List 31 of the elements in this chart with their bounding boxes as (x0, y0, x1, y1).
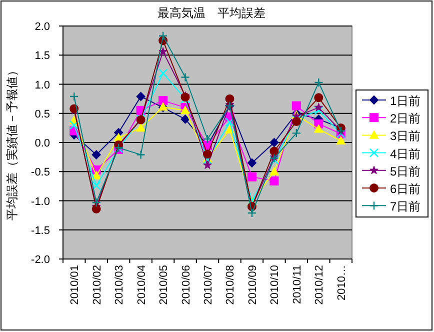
legend-label: 2日前 (390, 112, 421, 126)
x-tick-label: 2010/06 (180, 265, 192, 305)
x-tick-label: 2010/01 (69, 265, 82, 305)
x-tick-label: 2010… (336, 265, 348, 300)
y-tick-label: 1.5 (34, 50, 50, 62)
legend-label: 6日前 (390, 182, 421, 196)
x-tick-label: 2010/07 (202, 265, 214, 305)
x-tick-label: 2010/02 (91, 265, 104, 305)
legend-label: 7日前 (390, 200, 421, 214)
y-tick-label: 0.5 (34, 108, 50, 120)
y-tick-label: -0.5 (31, 166, 50, 179)
x-tick-label: 2010/11 (291, 265, 304, 304)
x-tick-label: 2010/05 (158, 265, 170, 305)
x-tick-label: 2010/03 (114, 265, 126, 305)
legend-label: 3日前 (390, 129, 421, 144)
y-tick-label: 0.0 (34, 138, 50, 150)
legend-label: 1日前 (390, 94, 421, 108)
y-tick-label: 2.0 (34, 21, 50, 33)
y-tick-label: -1.5 (31, 224, 50, 237)
x-tick-label: 2010/10 (269, 265, 282, 305)
legend-label: 4日前 (390, 146, 421, 161)
chart-title: 最高気温 平均誤差 (158, 6, 266, 20)
x-tick-label: 2010/04 (136, 265, 148, 305)
x-tick-label: 2010/12 (314, 265, 326, 305)
y-tick-label: -1.0 (31, 196, 50, 208)
x-tick-label: 2010/08 (224, 265, 237, 305)
y-tick-label: 1.0 (34, 79, 50, 92)
y-tick-label: -2.0 (31, 254, 50, 266)
x-tick-label: 2010/09 (246, 265, 259, 305)
legend-label: 5日前 (390, 164, 421, 178)
y-axis-title: 平均誤差（実績値－予報値） (5, 64, 19, 220)
